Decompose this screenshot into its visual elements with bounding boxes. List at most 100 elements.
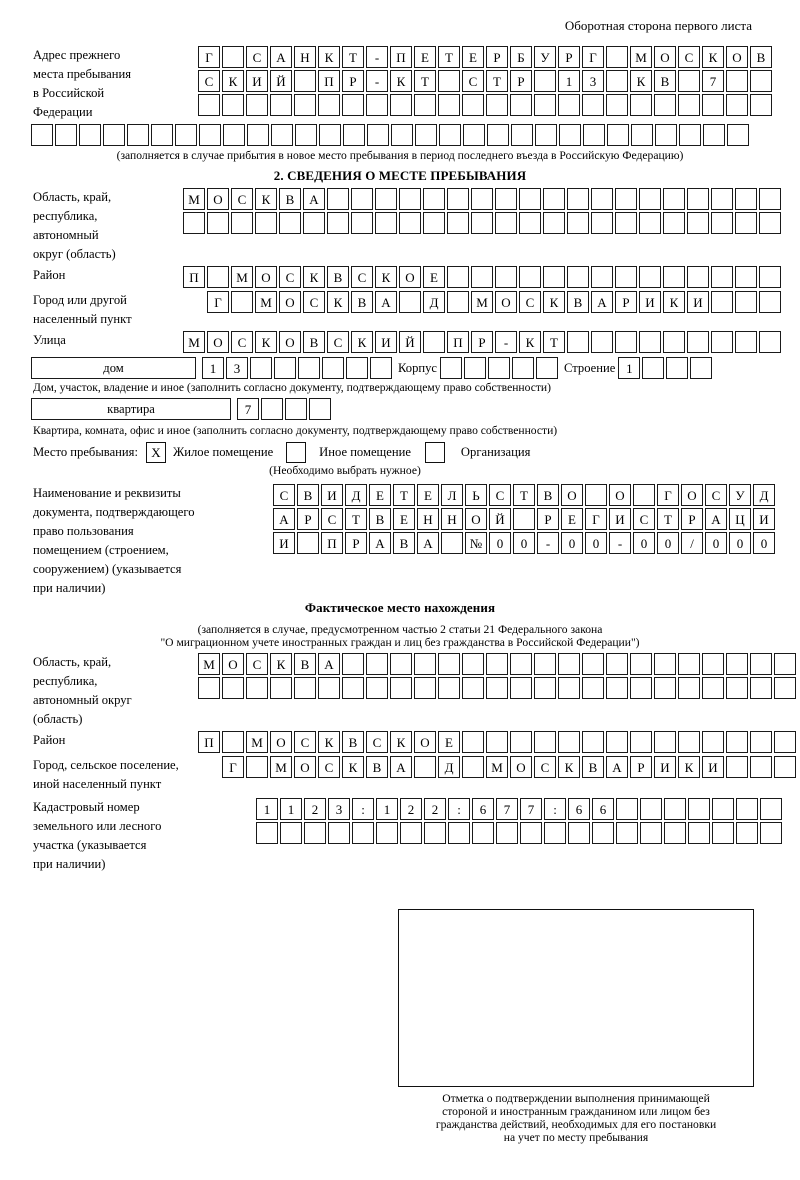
section2-street-cells-3[interactable]: С [231,331,253,353]
document-row-3-18[interactable]: / [681,532,703,554]
previous-address-row-4-22[interactable] [535,124,557,146]
section2-region-row-1-3[interactable]: С [231,188,253,210]
section2-region-row-2-4[interactable] [255,212,277,234]
section2-region-row-1-9[interactable] [375,188,397,210]
actual-city-cells-22[interactable] [726,756,748,778]
actual-city-cells-12[interactable]: М [486,756,508,778]
actual-district-cells-13[interactable] [486,731,508,753]
section2-district-cells-20[interactable] [639,266,661,288]
cadastral-row-1-6[interactable]: 1 [376,798,398,820]
house-cells-5[interactable] [298,357,320,379]
document-row-3[interactable]: И П Р А В А № 0 0-0 0-0 0/0 0 0 [273,532,775,554]
previous-address-row-3-15[interactable] [534,94,556,116]
document-row-2-20[interactable]: Ц [729,508,751,530]
flat-cells-3[interactable] [285,398,307,420]
section2-region-row-1-13[interactable] [471,188,493,210]
section2-region-row-2-16[interactable] [543,212,565,234]
section2-region-row-1-7[interactable] [327,188,349,210]
previous-address-row-2-18[interactable] [606,70,628,92]
previous-address-row-3-3[interactable] [246,94,268,116]
actual-city-cells-8[interactable]: А [390,756,412,778]
checkbox-inoe[interactable] [286,442,307,463]
section2-region-row-2-23[interactable] [711,212,733,234]
stroenie-cells-3[interactable] [666,357,689,379]
cadastral-row-1-10[interactable]: 6 [472,798,494,820]
actual-region-row-2-19[interactable] [630,677,652,699]
flat-cells-2[interactable] [261,398,283,420]
document-row-3-20[interactable]: 0 [729,532,751,554]
actual-region-row-2-21[interactable] [678,677,700,699]
section2-region-row-2-9[interactable] [375,212,397,234]
document-row-1-12[interactable]: В [537,484,559,506]
actual-region-row-1-19[interactable] [630,653,652,675]
document-row-3-10[interactable]: 0 [489,532,511,554]
actual-region-row-2-2[interactable] [222,677,244,699]
actual-region-row-2-14[interactable] [510,677,532,699]
actual-city-cells-3[interactable]: М [270,756,292,778]
previous-address-row-1-19[interactable]: М [630,46,652,68]
previous-address-row-3-16[interactable] [558,94,580,116]
section2-region-row-2-17[interactable] [567,212,589,234]
previous-address-row-1-12[interactable]: Е [462,46,484,68]
actual-region-row-2-4[interactable] [270,677,292,699]
actual-city-cells-19[interactable]: И [654,756,676,778]
section2-city-cells-4[interactable]: О [279,291,301,313]
previous-address-row-4-8[interactable] [199,124,221,146]
section2-district-cells-22[interactable] [687,266,709,288]
cadastral-row-2-9[interactable] [448,822,470,844]
previous-address-row-1-7[interactable]: Т [342,46,364,68]
section2-street-cells-1[interactable]: М [183,331,205,353]
section2-region-row-2-3[interactable] [231,212,253,234]
previous-address-row-4-10[interactable] [247,124,269,146]
document-row-2-4[interactable]: Т [345,508,367,530]
document-row-3-16[interactable]: 0 [633,532,655,554]
actual-region-row-2-11[interactable] [438,677,460,699]
actual-region-row-2[interactable] [198,677,796,699]
actual-district-cells-5[interactable]: С [294,731,316,753]
actual-region-row-2-25[interactable] [774,677,796,699]
section2-district-cells-9[interactable]: К [375,266,397,288]
cadastral-row-1-20[interactable] [712,798,734,820]
previous-address-row-3-5[interactable] [294,94,316,116]
document-row-1-15[interactable]: О [609,484,631,506]
previous-address-row-1-21[interactable]: С [678,46,700,68]
cadastral-row-1-13[interactable]: : [544,798,566,820]
cadastral-row-2-4[interactable] [328,822,350,844]
actual-city-cells-23[interactable] [750,756,772,778]
actual-city-cells-14[interactable]: С [534,756,556,778]
document-row-2-15[interactable]: И [609,508,631,530]
actual-region-row-1-6[interactable]: А [318,653,340,675]
checkbox-organizaciya[interactable] [424,442,445,463]
section2-region-row-2-25[interactable] [759,212,781,234]
section2-city-cells-7[interactable]: В [351,291,373,313]
actual-region-row-1-3[interactable]: С [246,653,268,675]
document-row-1-10[interactable]: С [489,484,511,506]
actual-district-cells-8[interactable]: С [366,731,388,753]
actual-city-cells-17[interactable]: А [606,756,628,778]
previous-address-row-4-7[interactable] [175,124,197,146]
document-row-1-8[interactable]: Л [441,484,463,506]
previous-address-row-4-27[interactable] [655,124,677,146]
actual-region-row-1-21[interactable] [678,653,700,675]
actual-region-row-2-24[interactable] [750,677,772,699]
previous-address-row-4-26[interactable] [631,124,653,146]
previous-address-row-4-29[interactable] [703,124,725,146]
previous-address-row-4-24[interactable] [583,124,605,146]
section2-region-row-2-11[interactable] [423,212,445,234]
section2-region-row-2-13[interactable] [471,212,493,234]
document-row-1-18[interactable]: О [681,484,703,506]
document-row-1-1[interactable]: С [273,484,295,506]
document-row-2-16[interactable]: С [633,508,655,530]
previous-address-row-2-23[interactable] [726,70,748,92]
document-row-3-17[interactable]: 0 [657,532,679,554]
document-row-2-6[interactable]: Е [393,508,415,530]
cadastral-row-1-11[interactable]: 7 [496,798,518,820]
actual-region-row-1-15[interactable] [534,653,556,675]
previous-address-row-1-13[interactable]: Р [486,46,508,68]
stroenie-cells[interactable]: 1 [618,357,713,379]
